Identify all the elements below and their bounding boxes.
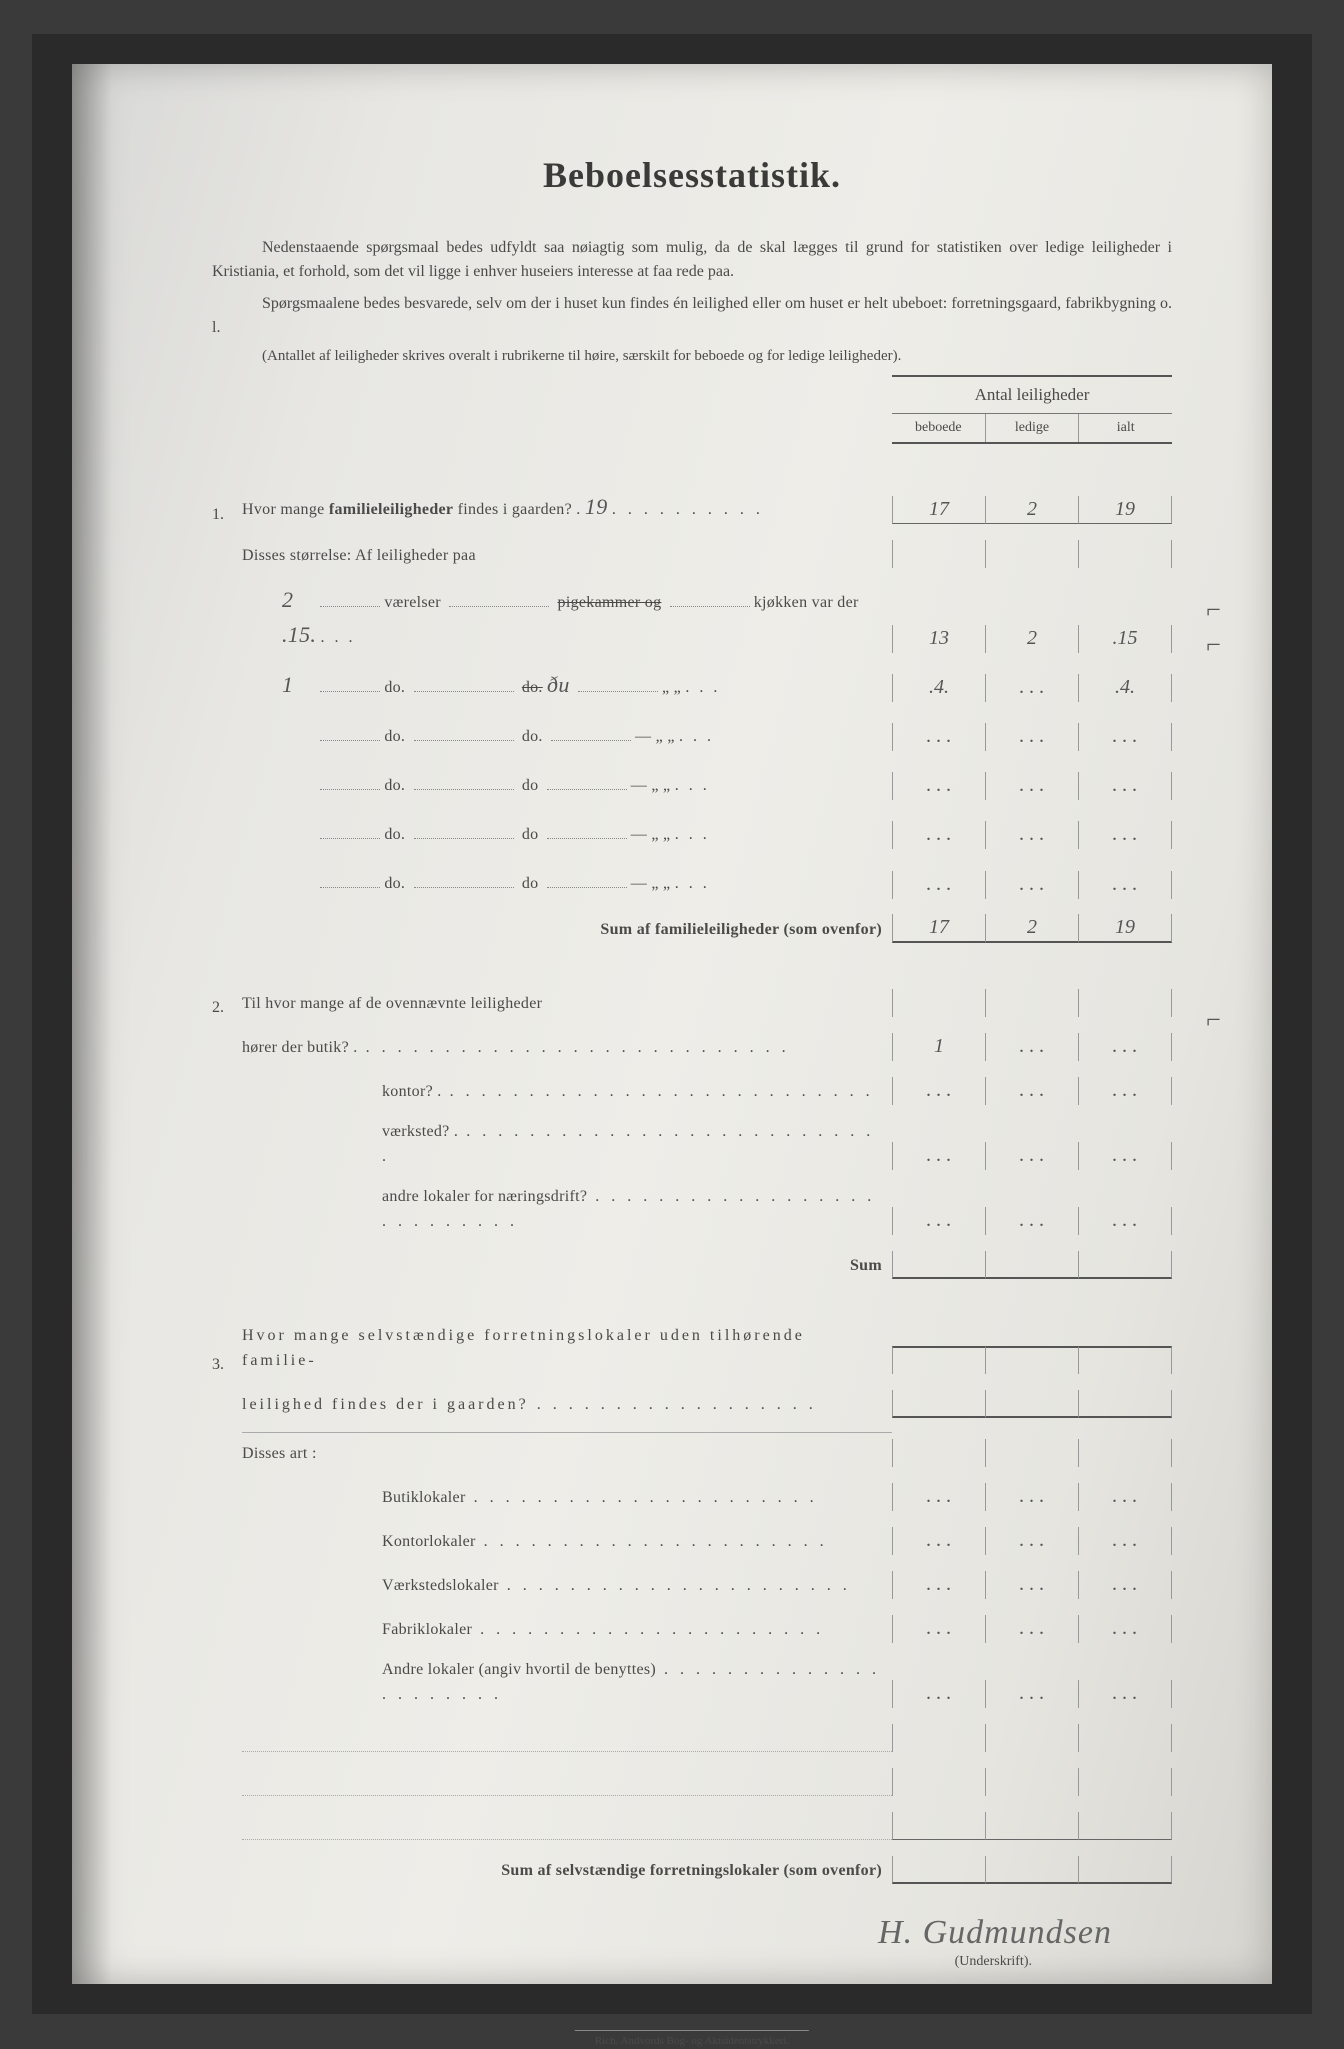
q1-sum-label: Sum af familieleiligheder (som ovenfor) [600, 921, 882, 938]
margin-mark-2: ⌐ [1204, 630, 1222, 660]
q3-number: 3. [212, 1356, 242, 1374]
q3-detail-row: Kontorlokaler . . . . . . . . . . . . . … [212, 1525, 1172, 1555]
q3-detail-row: Andre lokaler (angiv hvortil de benyttes… [212, 1657, 1172, 1708]
q1-text: Hvor mange familieleiligheder findes i g… [242, 489, 892, 524]
printer-footer: Rich. Andvords Bog- og Aktsidentstrykker… [575, 2030, 809, 2047]
q2-number: 2. [212, 999, 242, 1017]
q2-detail-row: kontor? . . . . . . . . . . . . . . . . … [212, 1075, 1172, 1105]
margin-mark-3: ⌐ [1204, 1005, 1222, 1035]
q3-text2: leilighed findes der i gaarden? [242, 1396, 529, 1413]
q2-sum-label: Sum [850, 1257, 882, 1274]
q1-size-label: Disses størrelse: Af leiligheder paa [242, 543, 892, 569]
page-title: Beboelsesstatistik. [212, 154, 1172, 196]
col-ledige: ledige [986, 414, 1080, 442]
q3-art-label: Disses art : [242, 1445, 317, 1462]
intro-paragraph-2: Spørgsmaalene bedes besvarede, selv om d… [212, 292, 1172, 340]
q1-c1: 17 [892, 496, 985, 524]
q1-detail-row: 1 do. do. ðu „ „ . . . .4. . . . .4. [212, 667, 1172, 702]
q1-handwritten-total: 19 [585, 494, 608, 519]
q3-detail-row: Fabriklokaler . . . . . . . . . . . . . … [212, 1613, 1172, 1643]
q1-detail-row: 2 værelser pigekammer og kjøkken var der… [212, 582, 1172, 652]
count-header-title: Antal leiligheder [892, 375, 1172, 414]
q1-sum-c1: 17 [892, 914, 985, 943]
q1-number: 1. [212, 506, 242, 524]
q1-sum-c3: 19 [1078, 914, 1172, 943]
q1-row: 1. Hvor mange familieleiligheder findes … [212, 489, 1172, 524]
q1-c3: 19 [1078, 496, 1172, 524]
document-page: Beboelsesstatistik. Nedenstaaende spørgs… [72, 64, 1272, 1984]
col-beboede: beboede [892, 414, 986, 442]
q2-text: Til hvor mange af de ovennævnte leilighe… [242, 991, 892, 1017]
q1-detail-row: do. do — „ „ . . . . . . . . . . . . [212, 863, 1172, 898]
q3-detail-row: Butiklokaler . . . . . . . . . . . . . .… [212, 1481, 1172, 1511]
q2-detail-row: hører der butik? . . . . . . . . . . . .… [212, 1031, 1172, 1061]
intro-note: (Antallet af leiligheder skrives overalt… [212, 348, 1172, 365]
q2-detail-row: andre lokaler for næringsdrift? . . . . … [212, 1184, 1172, 1235]
margin-mark-1: ⌐ [1204, 595, 1222, 625]
signature-label: (Underskrift). [212, 1954, 1112, 1970]
form-area: Antal leiligheder beboede ledige ialt 1.… [212, 385, 1172, 1884]
q3-text1: Hvor mange selvstændige forretningslokal… [242, 1323, 892, 1374]
signature-area: H. Gudmundsen (Underskrift). [212, 1914, 1172, 1970]
q3-sum-label: Sum af selvstændige forretningslokaler (… [501, 1862, 882, 1879]
q1-detail-row: do. do — „ „ . . . . . . . . . . . . [212, 814, 1172, 849]
intro-paragraph-1: Nedenstaaende spørgsmaal bedes udfyldt s… [212, 236, 1172, 284]
col-ialt: ialt [1079, 414, 1172, 442]
count-header: Antal leiligheder beboede ledige ialt [892, 375, 1172, 444]
scan-frame: Beboelsesstatistik. Nedenstaaende spørgs… [32, 34, 1312, 2014]
q1-detail-row: do. do — „ „ . . . . . . . . . . . . [212, 765, 1172, 800]
signature: H. Gudmundsen [212, 1914, 1112, 1952]
q2-detail-row: værksted? . . . . . . . . . . . . . . . … [212, 1119, 1172, 1170]
q1-sum-c2: 2 [985, 914, 1078, 943]
q1-c2: 2 [985, 496, 1078, 524]
q1-detail-row: do. do. — „ „ . . . . . . . . . . . . [212, 716, 1172, 751]
q3-detail-row: Værkstedslokaler . . . . . . . . . . . .… [212, 1569, 1172, 1599]
